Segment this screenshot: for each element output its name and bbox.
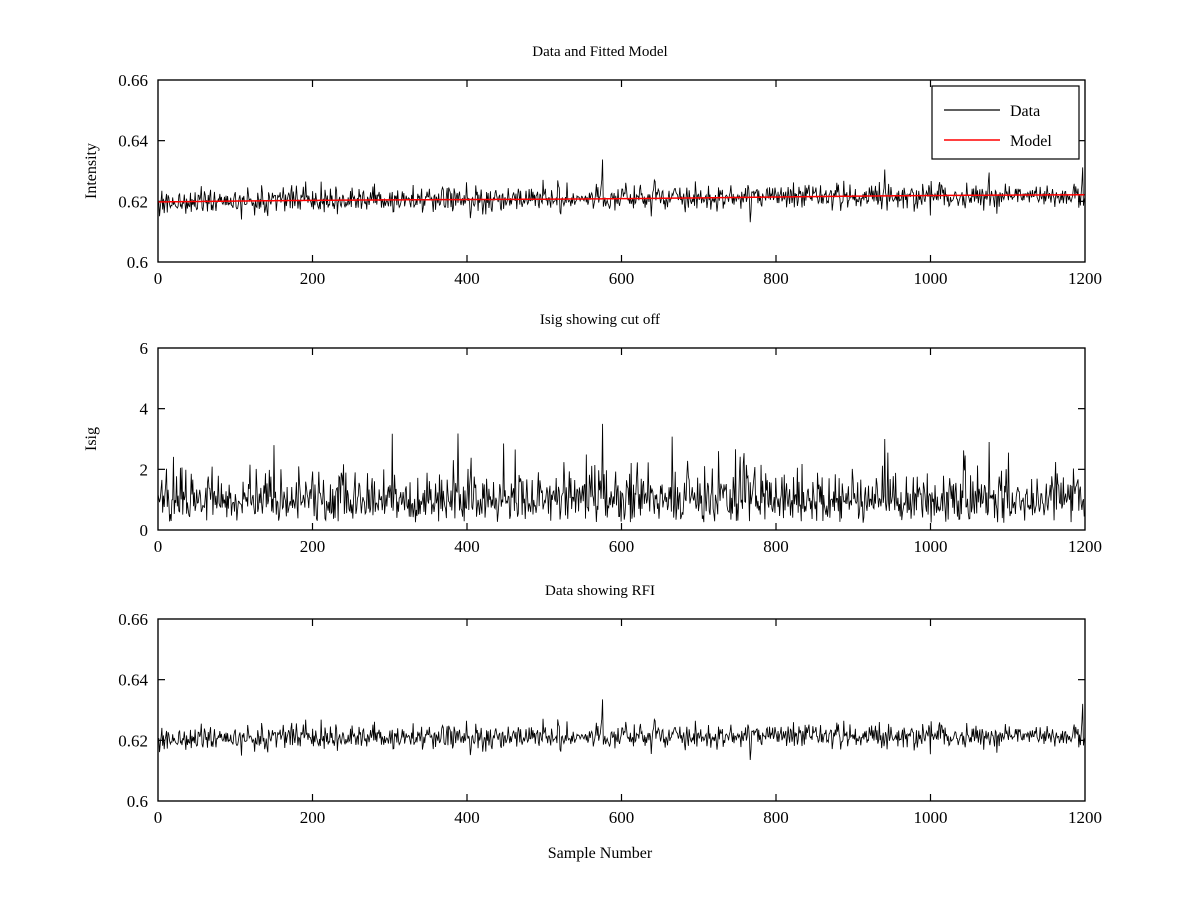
y-tick-label: 2 [140,460,149,479]
plot-frame [157,618,1086,802]
y-axis-label: Isig [83,427,100,451]
legend-label-data: Data [1010,103,1040,120]
x-tick-label: 200 [300,537,326,556]
x-tick-label: 400 [454,269,480,288]
subplot-data-and-fitted-model: Data and Fitted Model 0 200 400 600 800 1000 1… [0,44,1200,294]
axes-isig-showing-cut-off: 0 200 400 600 800 1000 1200 0 2 4 6 Isig [83,339,1102,556]
x-tick-label: 0 [154,808,163,827]
y-tick-label: 0.64 [118,671,148,690]
model-series-line [158,194,1085,203]
x-tick-label: 200 [300,269,326,288]
x-tick-label: 1000 [914,808,948,827]
legend-label-model: Model [1010,133,1052,150]
y-tick-label: 0.66 [118,71,148,90]
y-tick-label: 0.64 [118,132,148,151]
x-tick-label: 600 [609,269,635,288]
y-tick-label: 0.66 [118,610,148,629]
x-tick-label: 800 [763,269,789,288]
panel-title: Data showing RFI [545,583,655,599]
y-axis-label: Intensity [83,143,100,199]
x-tick-label: 1200 [1068,269,1102,288]
x-tick-label: 0 [154,537,163,556]
y-tick-label: 0.6 [127,253,148,272]
x-tick-label: 1200 [1068,808,1102,827]
y-tick-label: 0.62 [118,731,148,750]
legend-box [931,85,1080,160]
x-tick-label: 1200 [1068,537,1102,556]
x-tick-label: 800 [763,537,789,556]
axes-data-and-fitted-model: 0 200 400 600 800 1000 1200 0.6 0.62 0.64 0.66 Inte… [83,71,1102,288]
x-tick-label: 200 [300,808,326,827]
x-tick-label: 1000 [914,537,948,556]
axes-data-showing-rfi: 0 200 400 600 800 1000 1200 0.6 0.62 0.64 0.66 [118,610,1102,827]
data-series-line [158,159,1085,223]
y-tick-label: 6 [140,339,149,358]
x-tick-label: 600 [609,537,635,556]
x-tick-label: 1000 [914,269,948,288]
x-tick-label: 400 [454,537,480,556]
y-tick-label: 0.62 [118,192,148,211]
plot-frame-overlay [157,79,1086,263]
y-tick-label: 4 [140,400,149,419]
x-tick-label: 800 [763,808,789,827]
data-series-line [158,699,1085,760]
panel-title: Data and Fitted Model [532,44,668,60]
x-axis-label: Sample Number [547,845,653,862]
subplot-data-showing-rfi: Data showing RFI 0 200 400 600 800 1000 1200 0.… [0,583,1200,873]
y-tick-label: 0.6 [127,792,148,811]
subplot-isig-showing-cut-off: Isig showing cut off 0 200 400 600 800 1000 12… [0,312,1200,562]
plot-frame-overlay [157,618,1086,802]
data-series-line [158,423,1085,523]
y-tick-label: 0 [140,521,149,540]
plot-frame-overlay [157,347,1086,531]
x-tick-label: 0 [154,269,163,288]
x-tick-label: 600 [609,808,635,827]
panel-title: Isig showing cut off [539,312,661,328]
x-tick-label: 400 [454,808,480,827]
